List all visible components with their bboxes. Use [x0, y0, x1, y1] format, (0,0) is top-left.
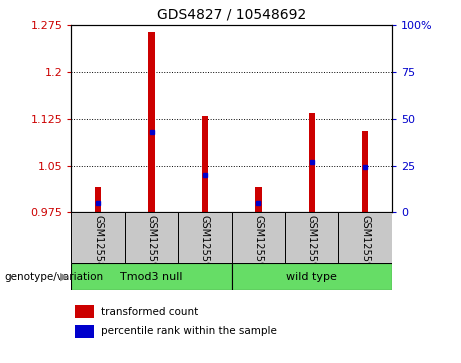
Bar: [338, 212, 392, 263]
Bar: [71, 212, 125, 263]
Bar: [231, 263, 392, 290]
Text: transformed count: transformed count: [101, 306, 198, 317]
Bar: [125, 212, 178, 263]
Text: wild type: wild type: [286, 272, 337, 282]
Text: GSM1255903: GSM1255903: [307, 215, 317, 280]
Text: GSM1255902: GSM1255902: [254, 215, 263, 280]
Text: ▶: ▶: [60, 272, 68, 282]
Bar: [308, 113, 315, 212]
Bar: [285, 212, 338, 263]
Bar: [362, 131, 368, 212]
Bar: [95, 187, 101, 212]
Bar: [71, 263, 231, 290]
Text: Tmod3 null: Tmod3 null: [120, 272, 183, 282]
Bar: [178, 212, 231, 263]
Text: GSM1255899: GSM1255899: [93, 215, 103, 280]
Text: GSM1255901: GSM1255901: [200, 215, 210, 280]
Text: GSM1255904: GSM1255904: [360, 215, 370, 280]
Text: GSM1255900: GSM1255900: [147, 215, 157, 280]
Title: GDS4827 / 10548692: GDS4827 / 10548692: [157, 8, 306, 21]
Bar: [75, 325, 94, 338]
Bar: [202, 116, 208, 212]
Bar: [148, 32, 155, 212]
Bar: [255, 187, 261, 212]
Text: genotype/variation: genotype/variation: [5, 272, 104, 282]
Text: percentile rank within the sample: percentile rank within the sample: [101, 326, 277, 337]
Bar: [231, 212, 285, 263]
Bar: [75, 305, 94, 318]
